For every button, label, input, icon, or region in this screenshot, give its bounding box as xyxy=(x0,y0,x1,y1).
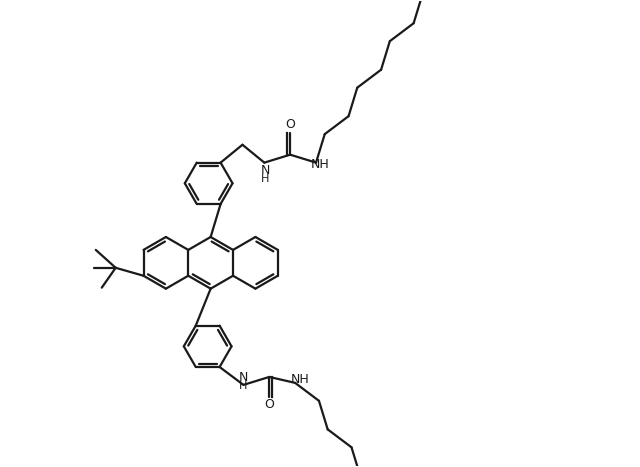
Text: O: O xyxy=(264,398,275,411)
Text: N: N xyxy=(239,371,248,384)
Text: H: H xyxy=(239,381,248,391)
Text: N: N xyxy=(260,164,270,177)
Text: NH: NH xyxy=(310,158,330,171)
Text: O: O xyxy=(285,118,295,131)
Text: NH: NH xyxy=(291,374,310,386)
Text: H: H xyxy=(261,174,269,184)
